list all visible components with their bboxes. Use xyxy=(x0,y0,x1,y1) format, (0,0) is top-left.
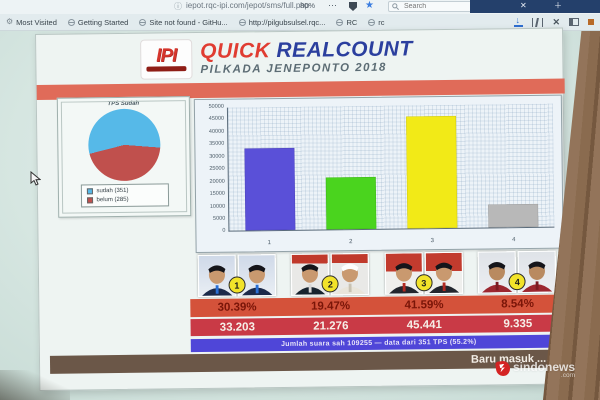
watermark-tld: .com xyxy=(560,372,576,379)
pie-panel-border xyxy=(60,100,188,214)
candidate-number-badge: 2 xyxy=(321,275,339,293)
bar-candidate-3 xyxy=(406,116,458,229)
candidate-photo xyxy=(197,254,236,298)
bookmark-star-icon[interactable]: ★ xyxy=(365,0,374,11)
zoom-level-badge[interactable]: 80% xyxy=(300,1,316,10)
incoming-data-ticker: Baru masuk .... F xyxy=(49,349,568,374)
globe-icon xyxy=(368,18,376,26)
bar-plot-area xyxy=(226,103,555,232)
projector-screen: IPI QUICK REALCOUNT PILKADA JENEPONTO 201… xyxy=(0,27,600,400)
tps-pie-panel: TPS Sudah sudah (351) belum (285) xyxy=(56,96,192,218)
bar-candidate-1 xyxy=(244,148,296,231)
globe-icon xyxy=(67,18,75,26)
bar-column xyxy=(390,105,473,229)
site-info-icon[interactable]: ⓘ xyxy=(174,2,182,11)
search-box[interactable] xyxy=(388,1,474,12)
candidate-number-badge: 3 xyxy=(415,274,433,292)
ipi-logo: IPI xyxy=(140,39,193,80)
candidate-photo xyxy=(424,251,463,295)
realcount-page: IPI QUICK REALCOUNT PILKADA JENEPONTO 201… xyxy=(35,27,568,391)
candidate-photo xyxy=(330,252,370,296)
new-tab-icon[interactable]: ＋ xyxy=(554,1,562,10)
bar-candidate-4 xyxy=(488,203,539,228)
candidate-pair-2: 2 xyxy=(283,252,377,296)
candidate-pair-4: 4 xyxy=(470,250,564,294)
search-input[interactable] xyxy=(402,2,466,11)
window-titlebar: ✕ ＋ xyxy=(470,0,600,13)
candidate-pair-3: 3 xyxy=(377,251,471,295)
percent-value: 41.59% xyxy=(404,299,444,312)
bar-column xyxy=(228,107,311,231)
sindonews-flame-icon xyxy=(495,360,511,377)
candidate-photo xyxy=(517,250,557,294)
ipi-logo-banner xyxy=(146,66,187,72)
sindonews-watermark: sindonews .com xyxy=(495,360,576,380)
ipi-logo-text: IPI xyxy=(156,45,177,67)
search-icon xyxy=(392,3,399,10)
close-tab-icon[interactable]: ✕ xyxy=(520,1,527,10)
address-bar[interactable]: ⓘ iepot.rqc-ipi.com/jepot/sms/full.php 8… xyxy=(0,0,600,14)
bar-candidate-2 xyxy=(325,176,377,230)
candidate-pair-1: 1 xyxy=(190,253,284,298)
extension-icon[interactable] xyxy=(588,19,594,25)
bookmark-rc[interactable]: RC xyxy=(336,18,357,27)
vote-count-bar: 33.203 21.276 45.441 9.335 xyxy=(190,314,565,337)
globe-icon xyxy=(336,18,344,26)
y-axis-ticks: 50000 45000 40000 35000 30000 25000 2000… xyxy=(208,103,226,235)
globe-icon xyxy=(238,18,246,26)
bookmark-rc-2[interactable]: rc xyxy=(368,18,385,27)
percent-value: 8.54% xyxy=(501,297,534,311)
candidate-number-badge: 1 xyxy=(228,276,246,294)
percent-value: 30.39% xyxy=(217,301,257,314)
close-icon[interactable]: ✕ xyxy=(552,16,560,27)
candidates-row: 1 2 3 4 xyxy=(190,250,564,298)
bookmark-site-not-found[interactable]: Site not found - GitHu... xyxy=(139,18,228,27)
bookmark-getting-started[interactable]: Getting Started xyxy=(67,18,128,27)
votes-bar-chart-panel: 50000 45000 40000 35000 30000 25000 2000… xyxy=(193,94,564,254)
candidate-photo xyxy=(237,254,276,297)
page-actions-icon[interactable]: ⋯ xyxy=(328,0,338,10)
candidate-photo xyxy=(384,252,423,295)
vote-value: 33.203 xyxy=(219,320,256,334)
page-header: IPI QUICK REALCOUNT PILKADA JENEPONTO 201… xyxy=(140,33,471,83)
tracking-shield-icon[interactable] xyxy=(349,2,357,11)
library-icon[interactable] xyxy=(532,17,544,27)
percent-value: 19.47% xyxy=(311,300,351,313)
summary-text: Jumlah suara sah 109255 — data dari 351 … xyxy=(281,338,477,349)
globe-icon xyxy=(139,18,147,26)
candidate-photo xyxy=(290,253,330,296)
url-text[interactable]: iepot.rqc-ipi.com/jepot/sms/full.php xyxy=(186,1,310,10)
page-subtitle: PILKADA JENEPONTO 2018 xyxy=(200,62,387,77)
title-quick: QUICK xyxy=(200,39,271,64)
downloads-icon[interactable] xyxy=(514,15,524,27)
percent-results-bar: 30.39% 19.47% 41.59% 8.54% xyxy=(190,294,565,318)
photo-shadow xyxy=(0,370,70,400)
x-axis-labels: 1 2 3 4 xyxy=(267,237,516,247)
watermark-name: sindonews xyxy=(513,360,576,374)
vote-value: 21.276 xyxy=(313,319,349,333)
bookmark-most-visited[interactable]: ⚙ Most Visited xyxy=(6,17,57,27)
gear-icon: ⚙ xyxy=(6,17,14,26)
bookmarks-toolbar: ⚙ Most Visited Getting Started Site not … xyxy=(0,14,600,31)
mouse-cursor xyxy=(30,171,41,186)
vote-value: 45.441 xyxy=(406,318,442,331)
bookmark-pilgubsulsel[interactable]: http://pilgubsulsel.rqc... xyxy=(238,18,325,27)
candidate-photo xyxy=(477,251,517,294)
bar-column xyxy=(309,106,392,230)
title-realcount: REALCOUNT xyxy=(276,37,413,63)
page-title: QUICK REALCOUNT PILKADA JENEPONTO 2018 xyxy=(200,37,413,77)
bar-column xyxy=(472,104,555,228)
sidebar-toggle-icon[interactable] xyxy=(569,18,579,26)
candidate-number-badge: 4 xyxy=(508,273,526,291)
